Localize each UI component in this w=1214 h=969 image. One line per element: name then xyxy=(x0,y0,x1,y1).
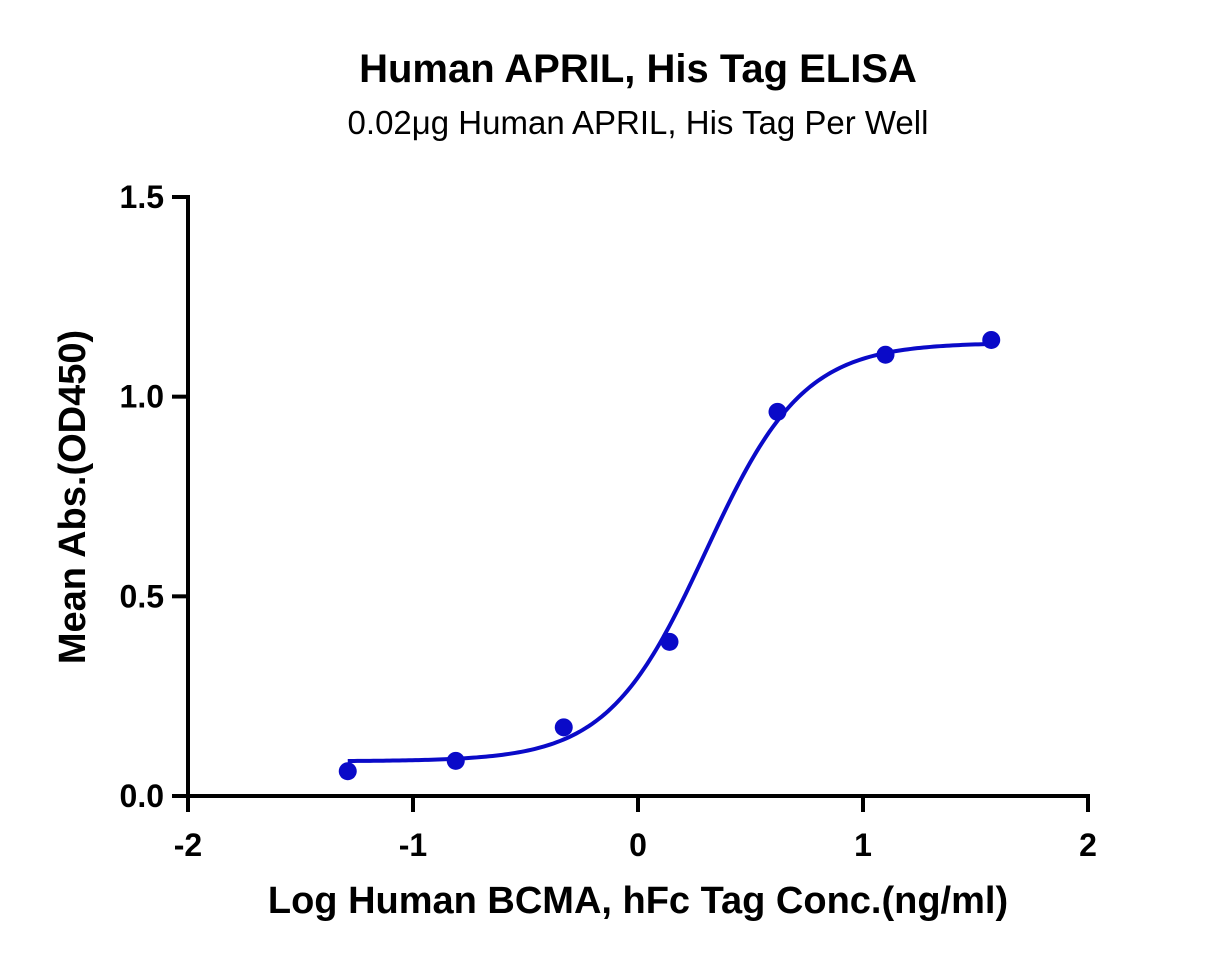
data-point xyxy=(446,751,465,770)
chart-title: Human APRIL, His Tag ELISA xyxy=(359,47,917,91)
y-tick-label: 1.5 xyxy=(120,179,164,215)
data-point xyxy=(982,330,1001,349)
axes: 0.0 0.5 1.0 1.5 -2 -1 0 1 2 xyxy=(120,179,1097,863)
data-point xyxy=(876,345,895,364)
y-tick-label: 0.0 xyxy=(120,778,164,814)
data-point xyxy=(338,762,357,781)
data-point xyxy=(554,718,573,737)
y-axis-title: Mean Abs.(OD450) xyxy=(52,330,94,664)
x-tick-label: 0 xyxy=(629,827,647,863)
y-tick-label: 1.0 xyxy=(120,379,164,415)
x-tick-label: -1 xyxy=(399,827,427,863)
x-tick-label: 2 xyxy=(1079,827,1097,863)
y-tick-label: 0.5 xyxy=(120,578,164,614)
chart-subtitle: 0.02μg Human APRIL, His Tag Per Well xyxy=(348,104,929,141)
fit-curve xyxy=(347,341,992,763)
data-point xyxy=(660,632,679,651)
x-tick-label: -2 xyxy=(174,827,202,863)
data-point xyxy=(768,402,787,421)
data-points xyxy=(338,330,1001,781)
y-ticks: 0.0 0.5 1.0 1.5 xyxy=(120,179,188,814)
x-tick-label: 1 xyxy=(854,827,872,863)
x-ticks: -2 -1 0 1 2 xyxy=(174,796,1097,863)
x-axis-title: Log Human BCMA, hFc Tag Conc.(ng/ml) xyxy=(268,880,1008,922)
